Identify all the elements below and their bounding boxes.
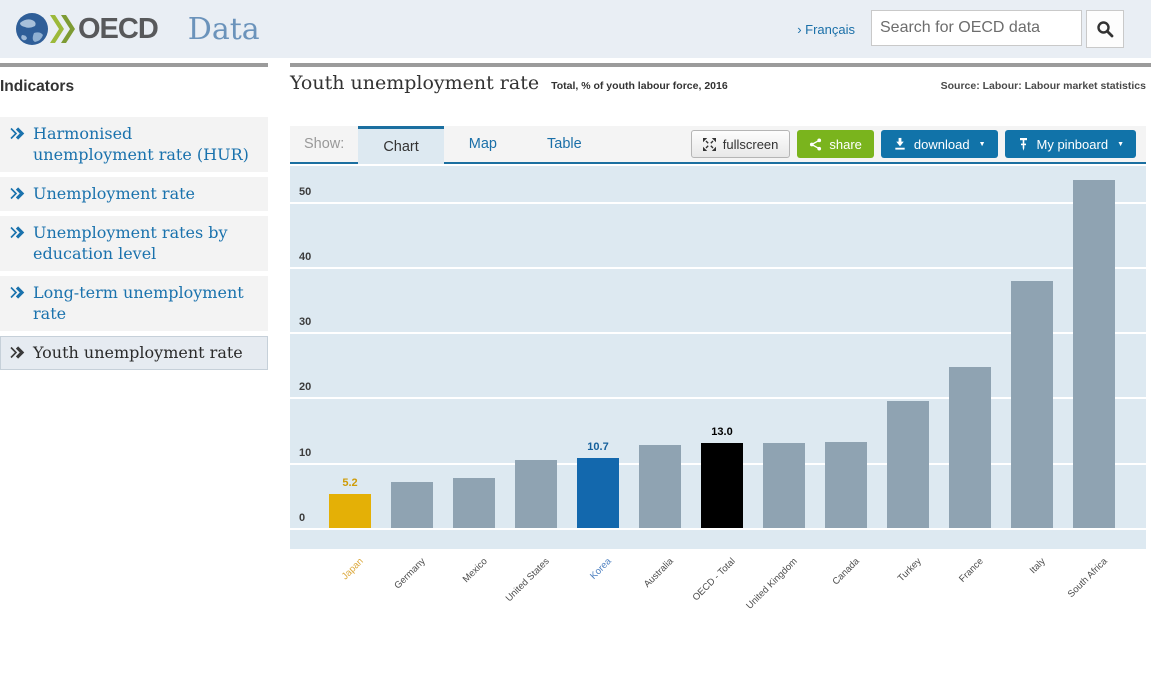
fullscreen-label: fullscreen xyxy=(722,136,779,152)
bar[interactable] xyxy=(391,482,433,528)
sidebar-item-unemployment-rate[interactable]: Unemployment rate xyxy=(0,177,268,211)
chart-plot: 0 10 20 30 40 50 5.2 10.7 13.0 xyxy=(290,166,1146,549)
search-input[interactable] xyxy=(871,10,1082,46)
sidebar-item-harmonised-unemployment-rate[interactable]: Harmonised unemployment rate (HUR) xyxy=(0,117,268,172)
sidebar-title: Indicators xyxy=(0,78,75,95)
x-axis-label: United States xyxy=(503,556,552,605)
bar[interactable] xyxy=(577,458,619,528)
sidebar-item-label: Long-term unemployment rate xyxy=(33,283,244,323)
y-tick-label: 10 xyxy=(299,446,312,459)
y-tick-label: 50 xyxy=(299,185,312,198)
source-label: Source: Labour: Labour market statistics xyxy=(940,80,1146,92)
download-label: download xyxy=(913,136,970,152)
search-icon xyxy=(1097,21,1114,38)
fullscreen-button[interactable]: fullscreen xyxy=(690,130,791,158)
x-axis-label: Italy xyxy=(1027,556,1048,577)
page-title: Youth unemployment rate xyxy=(290,72,540,94)
fullscreen-icon xyxy=(702,137,716,151)
double-chevron-icon xyxy=(10,187,25,200)
tab-strip: Show: Chart Map Table fullscreen xyxy=(290,126,1146,164)
x-axis-label: South Africa xyxy=(1065,556,1110,601)
gridline xyxy=(290,397,1146,400)
brand-data-text: Data xyxy=(187,11,260,47)
share-button[interactable]: share xyxy=(797,130,874,158)
sidebar-item-youth-unemployment-rate[interactable]: Youth unemployment rate xyxy=(0,336,268,370)
gridline xyxy=(290,266,1146,269)
sidebar-item-label: Harmonised unemployment rate (HUR) xyxy=(33,124,249,164)
tab-chart[interactable]: Chart xyxy=(358,126,444,164)
sidebar-item-label: Unemployment rate xyxy=(33,184,196,203)
tab-table[interactable]: Table xyxy=(547,136,582,152)
gridline xyxy=(290,201,1146,204)
show-label: Show: xyxy=(304,136,345,152)
title-row: Youth unemployment rate Total, % of yout… xyxy=(290,72,1146,94)
brand-oecd-text: OECD xyxy=(78,12,159,45)
download-button[interactable]: download ▼ xyxy=(880,130,998,158)
bar-value-label: 10.7 xyxy=(587,441,609,453)
language-link-francais[interactable]: › Français xyxy=(797,22,855,37)
y-tick-label: 0 xyxy=(299,512,306,524)
page-subtitle: Total, % of youth labour force, 2016 xyxy=(551,80,728,92)
bar[interactable] xyxy=(701,443,743,528)
x-axis-label: Korea xyxy=(588,556,614,582)
x-axis-label: Mexico xyxy=(460,556,490,586)
x-axis-label: France xyxy=(957,556,986,585)
y-tick-label: 40 xyxy=(299,250,312,263)
sidebar-item-label: Unemployment rates by education level xyxy=(33,223,228,263)
bar[interactable] xyxy=(1011,281,1053,528)
bar-chart: 0 10 20 30 40 50 5.2 10.7 13.0 Japan Germany Mexic… xyxy=(290,166,1151,612)
x-axis-label: Canada xyxy=(830,556,862,588)
bar[interactable] xyxy=(329,494,371,528)
bar[interactable] xyxy=(639,445,681,528)
sidebar-item-unemployment-rates-by-education[interactable]: Unemployment rates by education level xyxy=(0,216,268,271)
sidebar-item-long-term-unemployment-rate[interactable]: Long-term unemployment rate xyxy=(0,276,268,331)
sidebar: Indicators Harmonised unemployment rate … xyxy=(0,63,268,375)
indicator-list: Harmonised unemployment rate (HUR) Unemp… xyxy=(0,117,268,370)
bar-value-label: 13.0 xyxy=(711,426,733,438)
gridline xyxy=(290,332,1146,335)
bar[interactable] xyxy=(515,460,557,528)
bar[interactable] xyxy=(1073,180,1115,528)
y-tick-label: 30 xyxy=(299,316,312,329)
double-chevron-icon xyxy=(10,226,25,239)
globe-icon xyxy=(16,13,48,45)
pin-icon xyxy=(1019,138,1027,151)
x-axis-label: Japan xyxy=(339,556,366,583)
bar[interactable] xyxy=(887,401,929,528)
double-chevron-icon xyxy=(10,346,25,359)
x-axis-labels: Japan Germany Mexico United States Korea Aust… xyxy=(290,549,1146,612)
share-label: share xyxy=(829,136,862,152)
pinboard-label: My pinboard xyxy=(1036,136,1109,152)
main-content: Youth unemployment rate Total, % of yout… xyxy=(290,63,1151,612)
y-tick-label: 20 xyxy=(299,381,312,394)
header: OECD Data › Français xyxy=(0,0,1151,58)
double-chevron-icon xyxy=(10,127,25,140)
oecd-logo[interactable]: OECD Data xyxy=(14,11,260,47)
x-axis-label: OECD - Total xyxy=(690,556,738,604)
bar[interactable] xyxy=(453,478,495,528)
oecd-chevrons-icon xyxy=(50,15,75,43)
sidebar-item-label: Youth unemployment rate xyxy=(33,343,243,362)
bar-value-label: 5.2 xyxy=(342,477,358,489)
my-pinboard-button[interactable]: My pinboard ▼ xyxy=(1004,130,1136,158)
double-chevron-icon xyxy=(10,286,25,299)
bar[interactable] xyxy=(763,443,805,528)
x-axis-label: Turkey xyxy=(895,556,924,585)
search-button[interactable] xyxy=(1086,10,1124,48)
tab-map[interactable]: Map xyxy=(468,136,497,152)
caret-down-icon: ▼ xyxy=(1117,140,1124,148)
x-axis-label: United Kingdom xyxy=(744,556,800,612)
gridline xyxy=(290,528,1146,530)
bar[interactable] xyxy=(949,367,991,528)
caret-down-icon: ▼ xyxy=(978,140,986,148)
bar[interactable] xyxy=(825,442,867,528)
x-axis-label: Germany xyxy=(392,556,428,592)
download-icon xyxy=(895,137,905,150)
share-icon xyxy=(810,137,822,151)
x-axis-label: Australia xyxy=(641,556,676,590)
chart-toolbar: fullscreen share download xyxy=(690,126,1146,162)
